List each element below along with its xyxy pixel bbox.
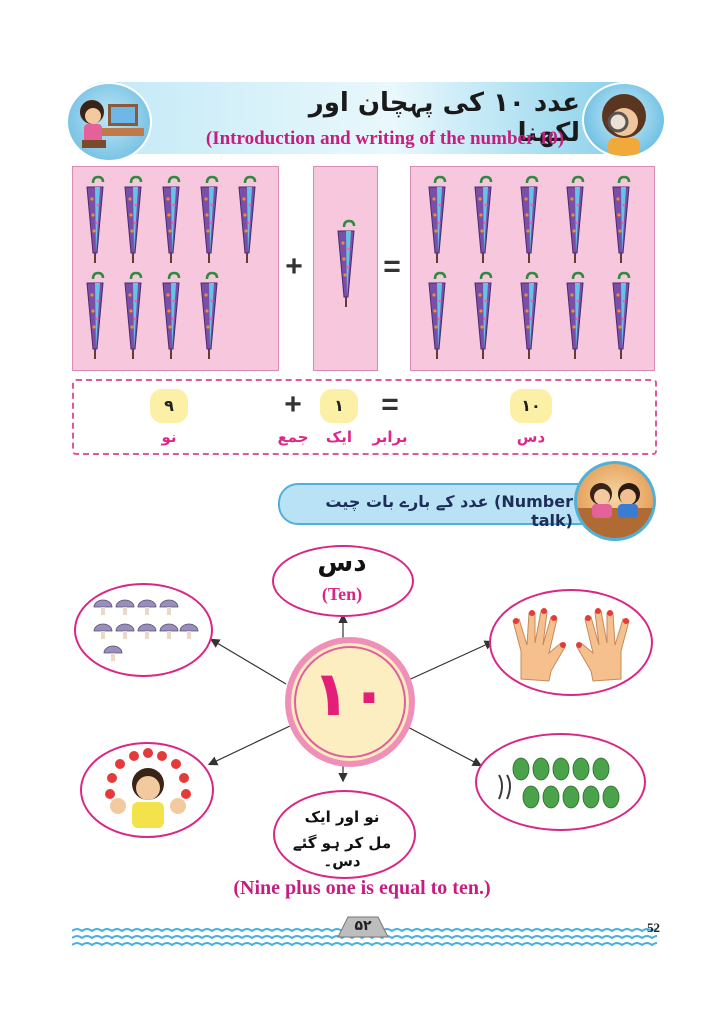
umbrella-icon [334, 219, 358, 309]
umbrella-icon [563, 271, 587, 361]
left-hand [110, 798, 126, 814]
umbrella-icon [517, 175, 541, 265]
title-banner [70, 82, 658, 154]
umbrella-icon [471, 175, 495, 265]
page-number-urdu: ۵۲ [354, 918, 372, 934]
children-talking-illustration [574, 461, 656, 541]
word-plus: جمع [277, 428, 309, 446]
apple-icon [105, 748, 191, 799]
page-title-urdu: عدد ۱۰ کی پہچان اور لکھنا [308, 88, 580, 148]
digit-one: ۱ [320, 389, 358, 423]
girl-dress [132, 802, 164, 828]
umbrella-icon [471, 271, 495, 361]
word-ten: دس [516, 428, 546, 446]
center-number-circle [285, 637, 415, 767]
page-badge [337, 916, 389, 938]
umbrella-icon [609, 271, 633, 361]
girl-computer-illustration [66, 82, 152, 162]
nine-plus-one-line1: نو اور ایک [304, 808, 380, 826]
summary-sentence: (Nine plus one is equal to ten.) [233, 877, 491, 899]
word-one: ایک [325, 428, 353, 446]
umbrella-icon [159, 175, 183, 265]
hands-icon [512, 610, 630, 682]
umbrella-icon [121, 175, 145, 265]
nine-umbrellas-box [72, 166, 279, 371]
number-talk-bar [278, 483, 610, 525]
umbrella-icon [425, 175, 449, 265]
nine-plus-one-oval [273, 790, 416, 879]
umbrella-icon [121, 271, 145, 361]
nine-plus-one-line2: مل کر ہو گئے دس۔ [292, 834, 392, 870]
umbrella-icon [425, 271, 449, 361]
umbrella-icon [83, 271, 107, 361]
umbrella-icon [197, 271, 221, 361]
equation-equals: = [381, 388, 399, 421]
leaf-icon [512, 757, 620, 809]
one-umbrella-box [313, 166, 378, 371]
page-title-english: (Introduction and writing of the number … [205, 128, 565, 149]
equation-plus: + [284, 388, 302, 421]
word-nine: نو [161, 428, 177, 446]
page-number: 52 [647, 920, 660, 935]
number-talk-label: عدد کے بارے بات چیت (Number talk) [325, 492, 573, 530]
umbrella-icon [609, 175, 633, 265]
ten-english-word: (Ten) [321, 584, 363, 604]
right-hand [170, 798, 186, 814]
ten-urdu-word: دس [317, 548, 367, 578]
umbrella-icon [563, 175, 587, 265]
umbrella-icon [83, 175, 107, 265]
leaves-oval [475, 733, 646, 831]
girl-face [136, 776, 160, 800]
ten-umbrellas-box [410, 166, 655, 371]
girl-apples-oval [80, 742, 214, 838]
plus-sign: + [285, 250, 303, 283]
umbrella-icon [517, 271, 541, 361]
digit-nine: ۹ [150, 389, 188, 423]
stem-lines [498, 774, 511, 800]
digit-ten: ۱۰ [510, 389, 552, 423]
word-equals: برابر [372, 428, 408, 446]
girl-magnifier-illustration [582, 82, 666, 158]
equals-sign: = [383, 250, 401, 283]
mushroom-icon [93, 599, 199, 661]
mushrooms-oval [74, 583, 213, 677]
umbrella-icon [159, 271, 183, 361]
umbrella-icon [235, 175, 259, 265]
ten-word-oval [272, 545, 414, 617]
ten-fingers-oval [489, 589, 653, 696]
center-number: ۱۰ [312, 657, 388, 730]
umbrella-icon [197, 175, 221, 265]
